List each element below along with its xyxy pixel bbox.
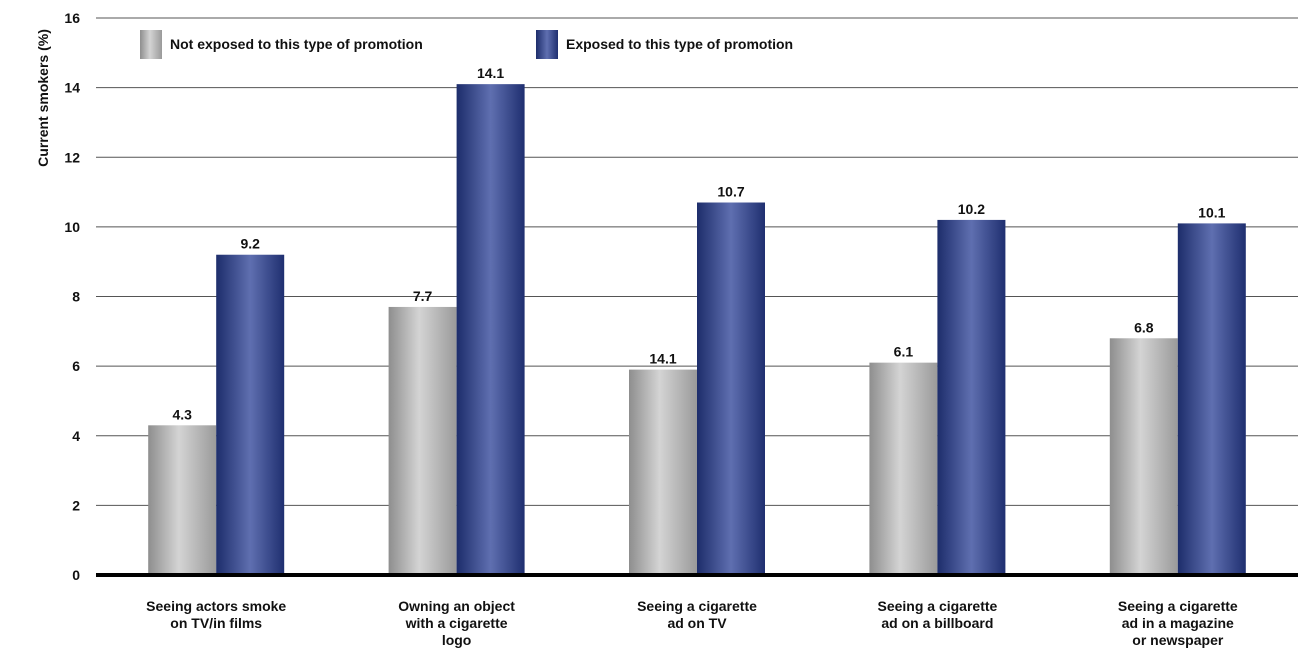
- category-label-line: ad in a magazine: [1122, 615, 1234, 631]
- bar-exposed-1: [456, 84, 525, 576]
- bar-not-exposed-4: [1109, 338, 1178, 575]
- category-label: Seeing a cigarette ad on a billboard: [877, 598, 997, 631]
- legend-label: Exposed to this type of promotion: [566, 36, 793, 52]
- legend: Not exposed to this type of promotion Exp…: [140, 30, 793, 59]
- legend-label: Not exposed to this type of promotion: [170, 36, 423, 52]
- y-tick-label: 10: [64, 219, 80, 235]
- bar-exposed-0: [216, 254, 285, 575]
- bar-exposed-4: [1177, 223, 1246, 576]
- value-label: 6.1: [894, 344, 914, 360]
- category-label-line: Seeing a cigarette: [637, 598, 757, 614]
- value-label: 7.7: [413, 288, 433, 304]
- legend-swatch-not-exposed: [140, 30, 162, 59]
- category-label-line: or newspaper: [1132, 632, 1224, 648]
- value-label: 10.2: [958, 201, 985, 217]
- y-tick-label: 12: [64, 149, 80, 165]
- category-label-line: ad on TV: [667, 615, 727, 631]
- y-tick-label: 0: [72, 567, 80, 583]
- y-tick-label: 8: [72, 289, 80, 305]
- category-label: Seeing a cigarette ad on TV: [637, 598, 757, 631]
- y-tick-label: 16: [64, 10, 80, 26]
- category-label-line: with a cigarette: [405, 615, 508, 631]
- bar-not-exposed-1: [388, 306, 457, 575]
- value-label: 6.8: [1134, 319, 1154, 335]
- category-label-line: Seeing actors smoke: [146, 598, 286, 614]
- category-label: Seeing actors smoke on TV/in films: [146, 598, 286, 631]
- bar-exposed-3: [937, 219, 1006, 575]
- value-label: 9.2: [240, 236, 260, 252]
- value-label: 14.1: [477, 65, 504, 81]
- category-label-line: Seeing a cigarette: [1118, 598, 1238, 614]
- category-label-line: Seeing a cigarette: [877, 598, 997, 614]
- y-tick-label: 4: [72, 428, 80, 444]
- y-axis-title: Current smokers (%): [35, 29, 51, 167]
- category-label: Seeing a cigarette ad in a magazine or new…: [1118, 598, 1238, 648]
- y-tick-label: 6: [72, 358, 80, 374]
- value-labels: 4.3 9.2 7.7 14.1 14.1 10.7 6.1 10.2 6.8 10.1: [172, 65, 1225, 422]
- y-tick-label: 2: [72, 497, 80, 513]
- legend-swatch-exposed: [536, 30, 558, 59]
- bar-not-exposed-0: [148, 425, 217, 575]
- bar-exposed-2: [697, 202, 765, 575]
- category-label-line: Owning an object: [398, 598, 515, 614]
- value-label: 14.1: [649, 351, 676, 367]
- y-tick-label: 14: [64, 80, 80, 96]
- category-label-line: ad on a billboard: [881, 615, 993, 631]
- value-label: 10.7: [717, 184, 744, 200]
- category-label-line: on TV/in films: [170, 615, 262, 631]
- bars: [148, 84, 1246, 576]
- category-label-line: logo: [442, 632, 472, 648]
- bar-not-exposed-3: [869, 362, 938, 575]
- bar-not-exposed-2: [629, 369, 697, 575]
- category-labels: Seeing actors smoke on TV/in films Owning …: [146, 598, 1238, 648]
- value-label: 4.3: [172, 406, 192, 422]
- value-label: 10.1: [1198, 204, 1225, 220]
- y-axis-ticks: 0 2 4 6 8 10 12 14 16: [64, 10, 80, 583]
- category-label: Owning an object with a cigarette logo: [398, 598, 515, 648]
